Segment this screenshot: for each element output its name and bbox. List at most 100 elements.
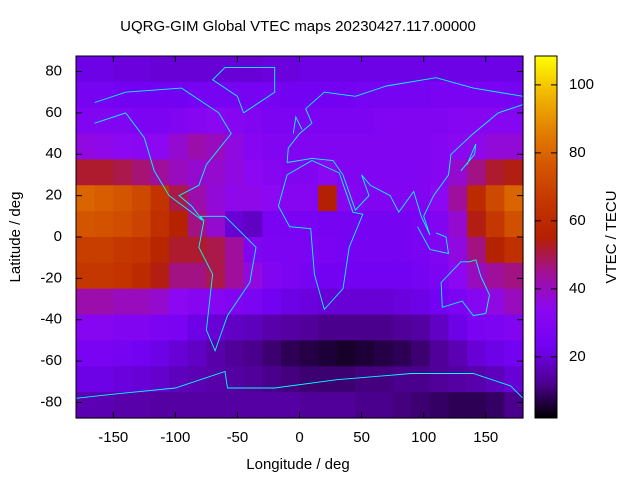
- heatmap-cell: [280, 366, 301, 393]
- heatmap-cell: [429, 366, 450, 393]
- heatmap-cell: [504, 340, 524, 367]
- heatmap-cell: [206, 392, 226, 419]
- heatmap-cell: [504, 211, 524, 238]
- heatmap-cell: [355, 392, 375, 419]
- axes: -150 -100 -50 0 50 100 150 -80 -60 -40 -20 0 20 40 60 8…: [40, 55, 594, 446]
- coastline: [440, 259, 490, 317]
- heatmap-cell: [131, 56, 152, 83]
- heatmap-cell: [150, 262, 170, 290]
- heatmap-cell: [113, 107, 133, 135]
- heatmap-cell: [374, 237, 394, 264]
- coastline: [75, 370, 524, 399]
- heatmap-cell: [243, 237, 263, 264]
- heatmap-cell: [169, 185, 189, 212]
- heatmap-cell: [355, 314, 375, 342]
- heatmap-cell: [169, 81, 189, 109]
- y-tick-label: -20: [40, 269, 62, 286]
- heatmap-cell: [131, 81, 152, 109]
- heatmap-cell: [150, 159, 170, 186]
- heatmap-cell: [76, 314, 96, 342]
- heatmap-cell: [169, 288, 189, 316]
- heatmap-cell: [485, 288, 505, 316]
- heatmap-cell: [336, 288, 356, 316]
- heatmap-cell: [94, 107, 114, 135]
- heatmap-cell: [76, 237, 96, 264]
- coastlines: [75, 66, 524, 399]
- heatmap-cell: [392, 81, 412, 109]
- heatmap-cell: [392, 133, 412, 161]
- heatmap-cell: [318, 185, 338, 212]
- heatmap-cell: [169, 56, 189, 83]
- heatmap-cell: [262, 237, 282, 264]
- x-tick-label: 50: [353, 429, 370, 446]
- heatmap-cell: [336, 107, 356, 135]
- heatmap-cell: [280, 107, 301, 135]
- colorbar-label: VTEC / TECU: [603, 190, 620, 283]
- heatmap-cell: [336, 159, 356, 186]
- colorbar-tick-label: 20: [569, 348, 586, 365]
- heatmap-cell: [448, 133, 468, 161]
- colorbar-tick-label: 100: [569, 76, 594, 93]
- heatmap-cell: [113, 392, 133, 419]
- heatmap-cell: [150, 237, 170, 264]
- heatmap-cell: [336, 237, 356, 264]
- heatmap-cell: [131, 366, 152, 393]
- coastline: [211, 66, 276, 114]
- heatmap-cell: [280, 340, 301, 367]
- heatmap-cell: [429, 392, 450, 419]
- heatmap-cell: [243, 314, 263, 342]
- heatmap-cell: [187, 366, 207, 393]
- heatmap-cell: [94, 237, 114, 264]
- heatmap-cell: [150, 211, 170, 238]
- heatmap-cell: [113, 211, 133, 238]
- heatmap-cell: [411, 392, 431, 419]
- heatmap-cell: [187, 107, 207, 135]
- heatmap-cell: [467, 288, 487, 316]
- heatmap-cell: [94, 81, 114, 109]
- heatmap-cell: [355, 262, 375, 290]
- heatmap-cell: [206, 107, 226, 135]
- heatmap-cell: [504, 392, 524, 419]
- heatmap-cell: [448, 185, 468, 212]
- heatmap-cell: [336, 314, 356, 342]
- heatmap-cell: [299, 262, 319, 290]
- heatmap-cell: [262, 366, 282, 393]
- heatmap-cell: [94, 262, 114, 290]
- heatmap-cell: [94, 211, 114, 238]
- heatmap-cell: [94, 185, 114, 212]
- colorbar: [534, 55, 558, 419]
- heatmap-cell: [225, 133, 245, 161]
- heatmap-cell: [318, 133, 338, 161]
- heatmap-cell: [150, 288, 170, 316]
- heatmap-cell: [76, 211, 96, 238]
- heatmap-cell: [504, 262, 524, 290]
- heatmap-cell: [76, 133, 96, 161]
- heatmap-cell: [411, 133, 431, 161]
- heatmap-cell: [76, 81, 96, 109]
- heatmap-cell: [243, 56, 263, 83]
- heatmap-cell: [336, 211, 356, 238]
- x-tick-label: 0: [295, 429, 303, 446]
- heatmap-cell: [150, 133, 170, 161]
- heatmap-cell: [94, 133, 114, 161]
- colorbar-tick-label: 80: [569, 144, 586, 161]
- heatmap-cell: [318, 159, 338, 186]
- heatmap-cell: [336, 262, 356, 290]
- heatmap-cell: [448, 56, 468, 83]
- heatmap-cell: [150, 81, 170, 109]
- heatmap-cell: [225, 107, 245, 135]
- heatmap-cell: [467, 56, 487, 83]
- heatmap-cell: [411, 56, 431, 83]
- heatmap-cell: [392, 288, 412, 316]
- x-tick-label: -150: [98, 429, 128, 446]
- heatmap-cell: [429, 237, 450, 264]
- x-axis-label: Longitude / deg: [246, 456, 349, 473]
- heatmap-cell: [467, 314, 487, 342]
- heatmap-cell: [355, 237, 375, 264]
- heatmap-cell: [131, 159, 152, 186]
- heatmap-cell: [187, 314, 207, 342]
- heatmap-cell: [355, 159, 375, 186]
- heatmap-cell: [485, 392, 505, 419]
- y-tick-label: -60: [40, 352, 62, 369]
- y-tick-label: -80: [40, 393, 62, 410]
